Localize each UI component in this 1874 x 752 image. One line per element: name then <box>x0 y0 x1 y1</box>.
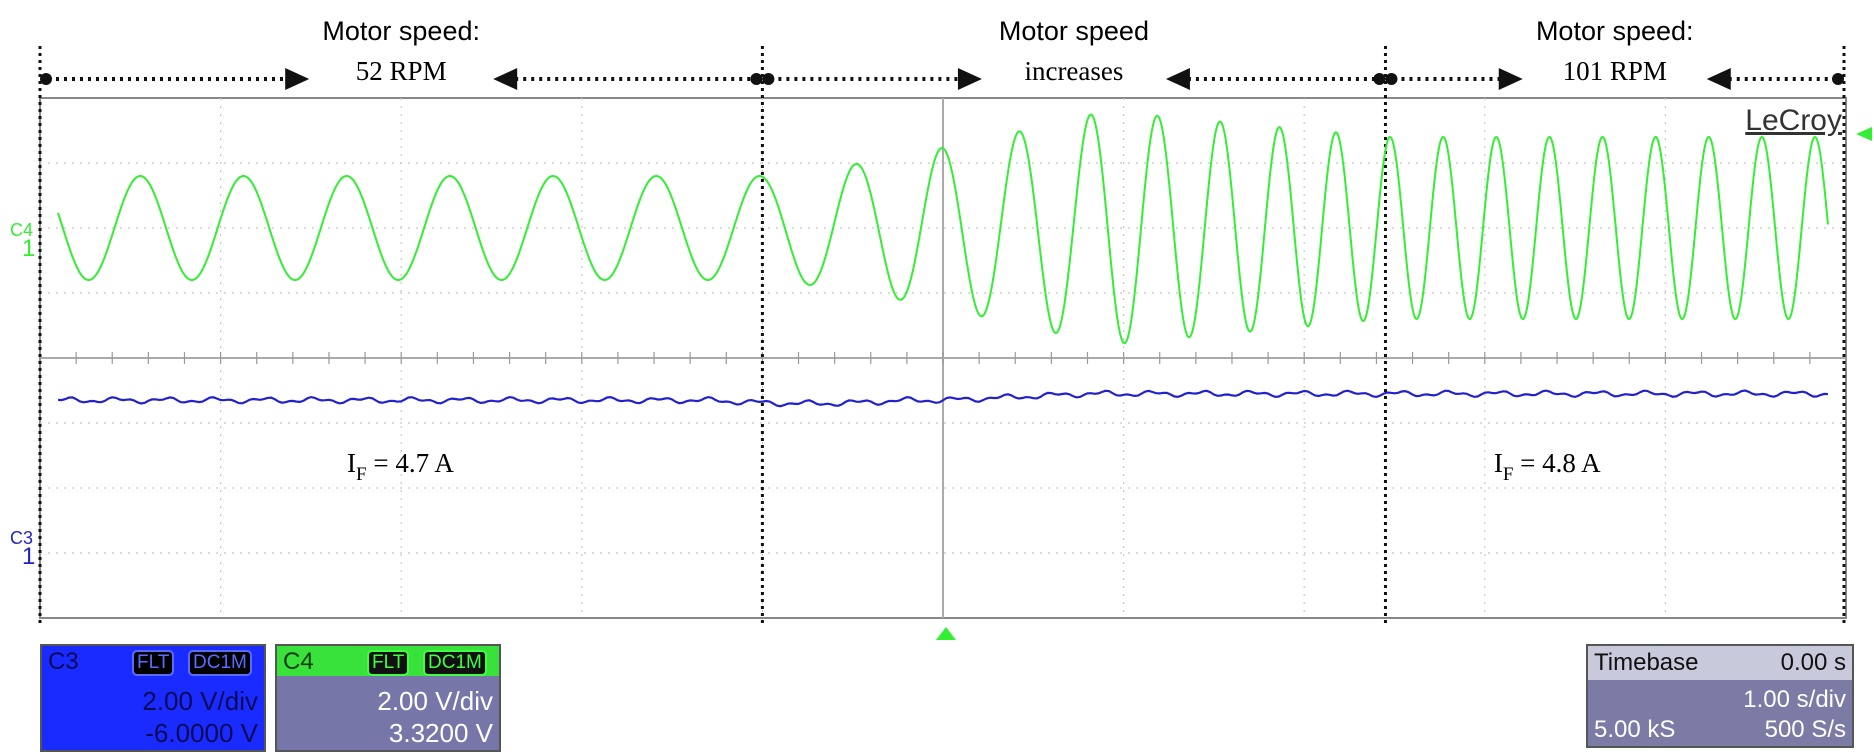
c4-coupling-badge: DC1M <box>423 650 487 676</box>
phase-arrow-dot <box>762 73 775 85</box>
phase-annotations: Motor speed: 52 RPM Motor speed increases Mo… <box>38 16 1846 624</box>
c3-vdiv: 2.00 V/div <box>142 686 258 716</box>
phase-arrowhead <box>1165 68 1190 90</box>
phase-arrow-dot <box>1832 73 1844 85</box>
current-annotation: IF = 4.7 A <box>347 448 454 485</box>
c3-offset: -6.0000 V <box>145 718 258 748</box>
c3-coupling-badge: DC1M <box>188 650 252 676</box>
c3-channel-box[interactable]: C3 FLT DC1M 2.00 V/div -6.0000 V <box>40 644 266 752</box>
current-annotation: IF = 4.8 A <box>1494 448 1601 485</box>
c4-label: C4 <box>283 648 314 675</box>
c4-vdiv: 2.00 V/div <box>377 686 493 716</box>
current-annotations: IF = 4.7 A IF = 4.8 A <box>347 448 1601 485</box>
trigger-position-marker <box>936 627 956 640</box>
brand-logo: LeCroy <box>1745 104 1842 137</box>
c4-channel-box[interactable]: C4 FLT DC1M 2.00 V/div 3.3200 V <box>275 644 501 752</box>
timebase-rate: 500 S/s <box>1764 716 1846 743</box>
c3-channel-marker: C3 <box>10 528 33 548</box>
c4-ground-marker: 1 <box>22 235 35 262</box>
timebase-title: Timebase <box>1594 649 1699 676</box>
c3-label: C3 <box>48 648 79 675</box>
phase-subtitle: 101 RPM <box>1563 56 1667 86</box>
c3-flt-badge: FLT <box>132 650 175 676</box>
phase-subtitle: increases <box>1024 56 1123 86</box>
phase-arrowhead <box>957 68 982 90</box>
c4-trigger-level-marker <box>1856 127 1872 141</box>
timebase-delay: 0.00 s <box>1780 649 1846 676</box>
phase-title: Motor speed: <box>1536 16 1694 46</box>
trace-c3 <box>58 389 1828 408</box>
timebase-box[interactable]: Timebase 0.00 s 1.00 s/div 5.00 kS 500 S… <box>1586 644 1854 748</box>
phase-arrowhead <box>285 68 310 90</box>
c4-flt-badge: FLT <box>367 650 410 676</box>
phase-arrow-dot <box>750 73 763 85</box>
trace-c4 <box>57 113 1829 345</box>
c3-ground-marker: 1 <box>22 543 35 570</box>
phase-arrowhead <box>1706 68 1731 90</box>
timebase-tdiv: 1.00 s/div <box>1743 686 1846 713</box>
phase-arrow-dot <box>1373 73 1386 85</box>
phase-arrow-dot <box>40 73 52 85</box>
phase-arrow-dot <box>1385 73 1398 85</box>
phase-title: Motor speed <box>999 16 1149 46</box>
timebase-header <box>1588 646 1852 680</box>
phase-arrowhead <box>493 68 518 90</box>
c4-channel-marker: C4 <box>10 220 33 240</box>
phase-arrowhead <box>1498 68 1523 90</box>
c4-offset: 3.3200 V <box>388 718 493 748</box>
phase-subtitle: 52 RPM <box>356 56 447 86</box>
phase-title: Motor speed: <box>322 16 480 46</box>
timebase-samples: 5.00 kS <box>1594 716 1676 743</box>
